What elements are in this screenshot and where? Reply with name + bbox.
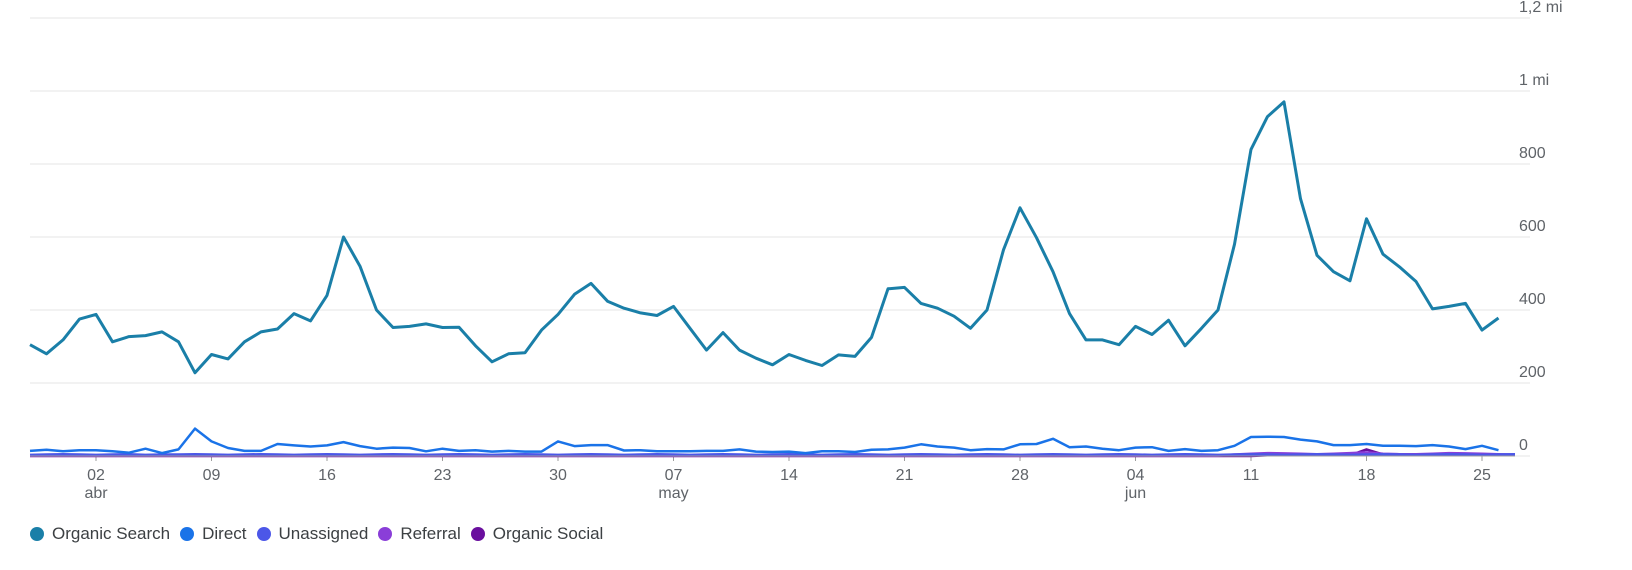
legend-label: Organic Search xyxy=(52,524,171,543)
y-tick-label: 200 xyxy=(1519,364,1546,381)
legend-dot-icon xyxy=(256,527,271,541)
series-lines xyxy=(29,100,1516,458)
y-tick-label: 1 mi xyxy=(1519,72,1549,89)
legend-dot-icon xyxy=(30,527,44,541)
legend-label: Organic Social xyxy=(492,524,604,543)
x-tick-label: 07 xyxy=(665,467,683,484)
x-tick-month-label: jun xyxy=(1124,485,1146,502)
x-tick-month-label: abr xyxy=(84,485,108,502)
x-tick-label: 30 xyxy=(549,467,567,484)
legend-item-referral[interactable]: Referral xyxy=(378,524,461,544)
y-axis-ticks: 0 200 400 600 800 1 mi 1,2 mi xyxy=(1519,0,1563,454)
series-line-organic-search xyxy=(29,100,1500,375)
x-tick-label: 16 xyxy=(318,467,336,484)
chart-legend: Organic Search Direct Unassigned Referra… xyxy=(30,524,613,544)
legend-label: Direct xyxy=(202,524,247,543)
x-tick-label: 04 xyxy=(1127,467,1145,484)
x-tick-label: 11 xyxy=(1243,467,1260,484)
x-tick-label: 25 xyxy=(1473,467,1491,484)
y-tick-label: 600 xyxy=(1519,218,1546,235)
y-tick-label: 0 xyxy=(1519,437,1528,454)
y-tick-label: 400 xyxy=(1519,291,1546,308)
x-tick-label: 23 xyxy=(434,467,452,484)
legend-dot-icon xyxy=(180,527,195,541)
series-line-unassigned xyxy=(29,452,1516,457)
x-tick-label: 14 xyxy=(780,467,798,484)
y-tick-label: 1,2 mi xyxy=(1519,0,1563,16)
legend-dot-icon xyxy=(470,527,485,541)
x-tick-label: 09 xyxy=(203,467,221,484)
x-tick-month-label: may xyxy=(658,485,688,502)
x-tick-label: 18 xyxy=(1358,467,1376,484)
legend-item-unassigned[interactable]: Unassigned xyxy=(256,524,369,544)
series-line-direct xyxy=(29,427,1499,455)
legend-item-organic-search[interactable]: Organic Search xyxy=(30,524,170,544)
x-tick-label: 21 xyxy=(896,467,914,484)
legend-label: Referral xyxy=(400,524,461,543)
grid-lines xyxy=(30,17,1530,457)
legend-item-organic-social[interactable]: Organic Social xyxy=(470,524,604,544)
legend-dot-icon xyxy=(378,527,393,541)
y-tick-label: 800 xyxy=(1519,145,1546,162)
legend-label: Unassigned xyxy=(278,524,369,543)
x-tick-label: 02 xyxy=(87,467,105,484)
x-tick-label: 28 xyxy=(1011,467,1029,484)
legend-item-direct[interactable]: Direct xyxy=(180,524,247,544)
